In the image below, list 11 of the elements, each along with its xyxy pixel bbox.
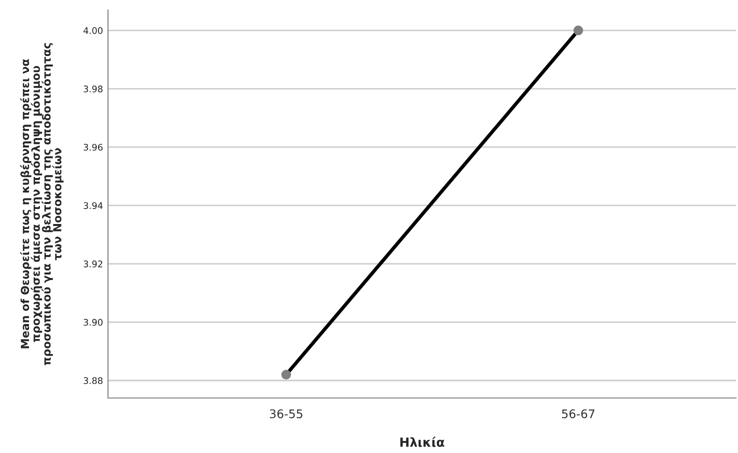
y-tick-label: 3.94 — [84, 202, 103, 210]
y-tick-label: 3.92 — [84, 260, 102, 268]
y-tick-label: 3.88 — [84, 377, 103, 384]
x-tick-label: 56-67 — [562, 409, 594, 418]
y-axis-title: Mean of Θεωρείτε πως η κυβέρνηση πρέπει να προχωρήσει άμεσα στην πρόσληψη μόνιμου προσωπικού για την βελτίωση της αποδοτικότητας των Νοσοκομείων — [20, 43, 64, 366]
y-tick-label: 3.90 — [84, 318, 103, 326]
x-tick-label: 36-55 — [270, 409, 302, 418]
y-tick-label: 4.00 — [83, 27, 103, 34]
y-tick-label: 3.96 — [84, 144, 103, 151]
x-axis-title: Ηλικία — [400, 436, 444, 447]
y-tick-label: 3.98 — [84, 85, 103, 92]
